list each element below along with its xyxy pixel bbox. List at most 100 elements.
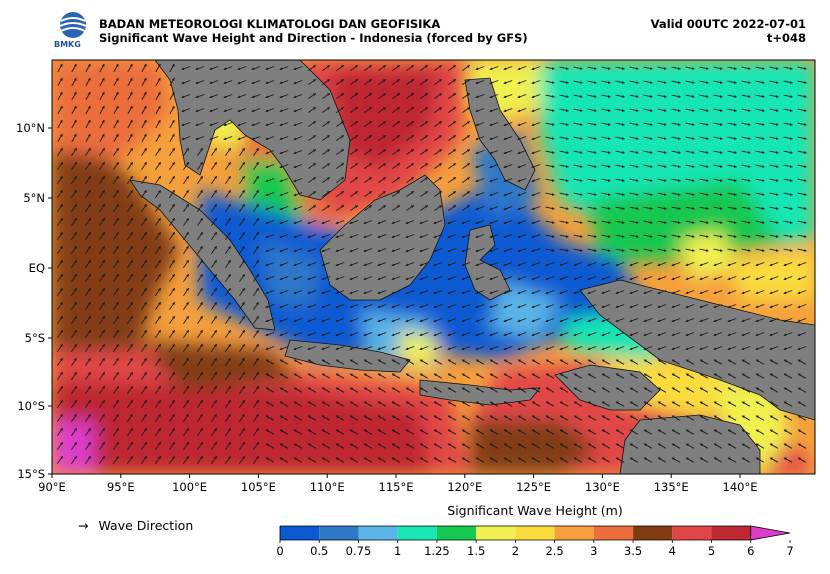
- wave-arrow: [378, 65, 387, 71]
- wave-arrow: [308, 205, 317, 211]
- wave-arrow: [671, 94, 681, 98]
- wave-arrow: [713, 94, 723, 98]
- wave-arrow: [475, 80, 485, 85]
- wave-arrow: [462, 107, 471, 113]
- wave-arrow: [57, 175, 63, 184]
- wave-arrow: [239, 245, 245, 254]
- wave-arrow: [127, 105, 133, 115]
- wave-arrow: [797, 178, 807, 182]
- wave-arrow: [489, 80, 499, 85]
- wave-arrow: [169, 161, 175, 170]
- wave-arrow: [113, 147, 119, 156]
- wave-arrow: [769, 206, 779, 210]
- wave-arrow: [420, 135, 429, 141]
- wave-arrow: [322, 205, 331, 211]
- wave-arrow: [335, 262, 345, 267]
- wave-arrow: [462, 205, 471, 211]
- wave-arrow: [239, 217, 245, 226]
- wave-arrow: [587, 80, 597, 84]
- wave-arrow: [797, 108, 807, 112]
- wave-arrow: [517, 262, 527, 267]
- wave-arrow: [769, 94, 779, 98]
- wave-arrow: [392, 177, 401, 183]
- wave-arrow: [308, 107, 317, 113]
- wave-arrow: [699, 220, 709, 224]
- wave-direction-arrows: [57, 63, 807, 464]
- wave-arrow: [364, 177, 373, 183]
- wave-arrow: [113, 77, 119, 87]
- wave-arrow: [727, 66, 737, 70]
- colorbar-tick-label: 2: [512, 544, 519, 558]
- wave-arrow: [195, 66, 205, 71]
- wave-arrow: [783, 108, 793, 112]
- wave-arrow: [434, 135, 443, 141]
- wave-arrow: [85, 147, 91, 156]
- wave-arrow: [769, 66, 779, 70]
- wave-arrow: [155, 105, 161, 115]
- wave-arrow: [321, 248, 331, 253]
- wave-arrow: [657, 262, 667, 267]
- wave-arrow: [643, 178, 653, 182]
- wave-arrow: [629, 150, 639, 154]
- wave-arrow: [601, 164, 611, 168]
- wave-arrow: [406, 121, 415, 127]
- wave-arrow: [279, 150, 289, 155]
- wave-arrow: [769, 150, 779, 154]
- wave-arrow: [279, 80, 289, 85]
- wave-arrow: [448, 135, 457, 141]
- wave-arrow: [127, 77, 133, 87]
- wave-arrow: [671, 178, 681, 182]
- wave-arrow: [335, 248, 345, 253]
- wave-arrow: [741, 192, 751, 196]
- wave-arrow: [489, 206, 499, 211]
- logo-text: BMKG: [54, 40, 81, 49]
- wave-arrow: [85, 175, 91, 184]
- wave-arrow: [322, 93, 331, 99]
- wave-arrow: [169, 119, 175, 129]
- wave-arrow: [293, 206, 303, 211]
- wave-arrow: [336, 79, 345, 85]
- wave-arrow: [545, 136, 555, 140]
- wave-arrow: [279, 94, 289, 99]
- wave-arrow: [433, 262, 443, 267]
- wave-arrow: [293, 122, 303, 127]
- wave-arrow: [364, 107, 373, 113]
- wave-arrow: [405, 262, 415, 267]
- wave-arrow: [71, 63, 77, 73]
- wave-arrow: [475, 206, 485, 211]
- wave-arrow: [155, 161, 161, 170]
- map-area[interactable]: [52, 60, 815, 474]
- wave-arrow: [363, 220, 373, 225]
- wave-arrow: [755, 262, 765, 267]
- wave-arrow: [601, 80, 611, 84]
- wave-arrow: [643, 66, 653, 70]
- wave-arrow: [475, 94, 485, 99]
- wave-arrow: [197, 245, 203, 254]
- wave-arrow: [85, 91, 91, 101]
- wave-arrow: [392, 93, 401, 99]
- lon-tick-label: 115°E: [379, 480, 414, 494]
- wave-arrow: [251, 122, 261, 127]
- wave-arrow: [155, 175, 161, 184]
- wave-arrow: [741, 234, 751, 238]
- wave-arrow: [741, 164, 751, 168]
- wave-arrow: [671, 80, 681, 84]
- wave-arrow: [350, 149, 359, 155]
- wave-arrow: [406, 163, 415, 169]
- wave-arrow: [183, 161, 189, 170]
- wave-arrow: [643, 150, 653, 154]
- wave-arrow: [322, 163, 331, 169]
- wave-arrow: [127, 203, 133, 212]
- wave-arrow: [671, 122, 681, 126]
- colorbar-segment: [672, 526, 712, 540]
- wave-arrow: [462, 121, 471, 127]
- wave-arrow: [531, 108, 541, 113]
- wave-arrow: [391, 248, 401, 253]
- wave-arrow: [462, 65, 471, 71]
- wave-arrow: [169, 203, 175, 212]
- wave-arrow: [364, 65, 373, 71]
- wave-arrow: [629, 206, 639, 210]
- wave-arrow: [279, 66, 289, 71]
- new-guinea: [579, 279, 815, 421]
